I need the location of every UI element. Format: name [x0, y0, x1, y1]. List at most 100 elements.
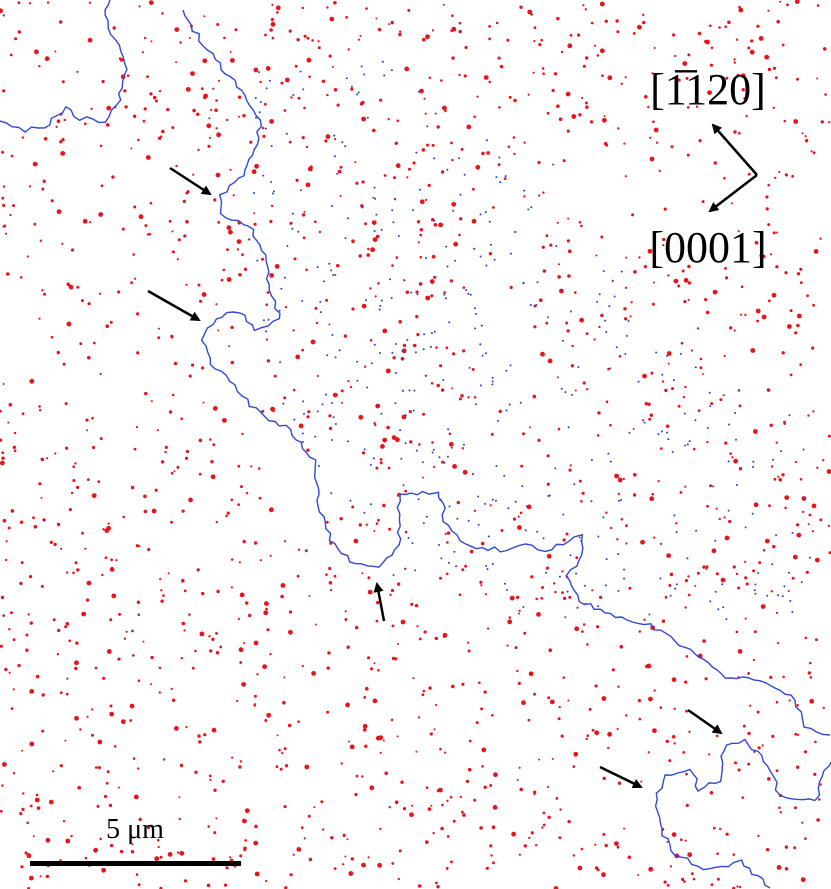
red-dot	[271, 3, 274, 6]
red-dot	[747, 46, 751, 50]
red-dot	[248, 613, 252, 618]
red-dot	[822, 706, 825, 709]
red-dot	[375, 234, 380, 239]
red-dot	[491, 825, 496, 829]
red-dot	[41, 729, 45, 733]
red-dot	[647, 751, 650, 754]
red-dot	[391, 264, 394, 267]
red-dot	[74, 666, 78, 671]
red-dot	[21, 749, 24, 752]
red-dot	[54, 50, 57, 53]
red-dot	[462, 349, 466, 353]
red-dot	[569, 33, 573, 37]
blue-dot	[419, 188, 421, 191]
red-dot	[266, 628, 270, 632]
red-dot	[391, 656, 396, 661]
blue-dot	[508, 403, 511, 406]
red-dot	[648, 696, 653, 702]
red-dot	[32, 516, 35, 520]
red-dot	[258, 496, 262, 500]
red-dot	[458, 21, 462, 25]
red-dot	[716, 877, 720, 881]
red-dot	[554, 590, 557, 594]
red-dot	[706, 440, 709, 444]
red-dot	[292, 388, 296, 392]
red-dot	[407, 8, 411, 12]
arrow	[169, 166, 212, 196]
red-dot	[542, 269, 547, 273]
blue-dot	[380, 299, 383, 302]
red-dot	[185, 191, 189, 195]
blue-dot	[484, 352, 487, 355]
red-dot	[315, 321, 319, 325]
red-dot	[648, 866, 654, 872]
red-dot	[433, 275, 437, 279]
red-dot	[577, 33, 581, 37]
red-dot	[632, 493, 637, 497]
blue-dot	[503, 474, 506, 477]
red-dot	[645, 664, 649, 669]
red-dot	[509, 595, 515, 601]
red-dot	[275, 765, 279, 769]
blue-dot	[443, 461, 446, 464]
red-dot	[754, 240, 759, 245]
blue-dot	[567, 426, 570, 429]
red-dot	[490, 432, 494, 436]
blue-dot	[373, 230, 376, 233]
blue-dot	[525, 505, 528, 508]
blue-dot	[522, 606, 525, 608]
red-dot	[568, 468, 572, 472]
red-dot	[601, 74, 604, 77]
blue-dot	[569, 554, 572, 557]
red-dot	[66, 677, 69, 680]
red-dot	[803, 750, 808, 754]
red-dot	[666, 553, 671, 558]
red-dot	[611, 668, 615, 672]
red-dot	[279, 767, 283, 771]
red-dot	[439, 747, 442, 751]
red-dot	[761, 314, 767, 320]
blue-dot	[392, 221, 395, 224]
red-dot	[306, 36, 310, 40]
red-dot	[438, 222, 443, 228]
blue-dot	[791, 531, 794, 534]
blue-dot	[546, 316, 549, 319]
red-dot	[456, 500, 460, 505]
red-dot	[269, 554, 272, 557]
red-dot	[384, 771, 389, 776]
blue-dot	[404, 442, 407, 445]
red-dot	[545, 566, 549, 570]
red-dot	[699, 366, 703, 370]
red-dot	[301, 348, 304, 352]
red-dot	[159, 855, 163, 859]
red-dot	[671, 387, 674, 391]
blue-dot	[474, 327, 476, 330]
red-dot	[558, 117, 563, 121]
red-dot	[473, 247, 476, 250]
red-dot	[117, 657, 121, 661]
red-dot	[306, 448, 310, 452]
red-dot	[724, 243, 728, 247]
red-dot	[160, 599, 164, 603]
red-dot	[284, 306, 288, 309]
red-dot	[367, 576, 371, 580]
red-dot	[1, 196, 5, 200]
red-dot	[243, 642, 245, 644]
red-dot	[710, 46, 714, 50]
red-dot	[584, 8, 587, 11]
red-dot	[239, 760, 243, 763]
red-dot	[313, 806, 316, 809]
red-dot	[435, 346, 438, 349]
red-dot	[738, 131, 741, 135]
red-dot	[747, 672, 750, 675]
red-dot	[49, 540, 53, 545]
red-dot	[724, 246, 727, 249]
red-dot	[755, 308, 761, 314]
red-dot	[737, 586, 741, 590]
red-dot	[711, 548, 717, 554]
red-dot	[694, 584, 697, 587]
red-dot	[70, 491, 74, 495]
red-dot	[523, 141, 526, 144]
red-dot	[647, 105, 650, 109]
red-dot	[282, 700, 286, 705]
